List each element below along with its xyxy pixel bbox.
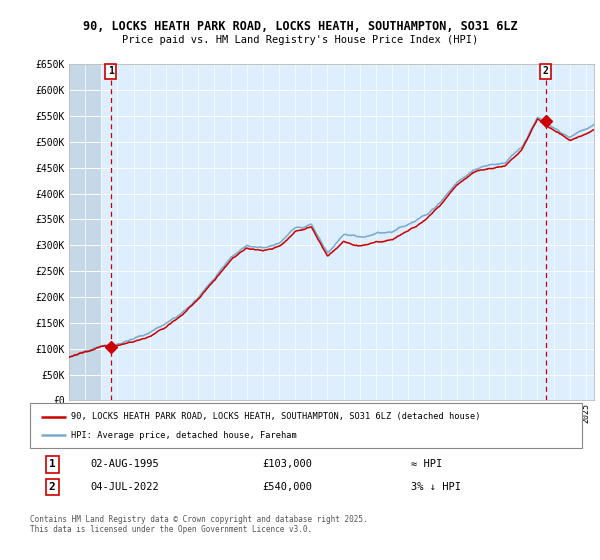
Text: ≈ HPI: ≈ HPI — [411, 459, 442, 469]
Text: 1: 1 — [49, 459, 55, 469]
Text: £540,000: £540,000 — [262, 482, 312, 492]
Text: 2: 2 — [49, 482, 55, 492]
Text: Contains HM Land Registry data © Crown copyright and database right 2025.
This d: Contains HM Land Registry data © Crown c… — [30, 515, 368, 534]
Text: £103,000: £103,000 — [262, 459, 312, 469]
Text: 3% ↓ HPI: 3% ↓ HPI — [411, 482, 461, 492]
Text: 90, LOCKS HEATH PARK ROAD, LOCKS HEATH, SOUTHAMPTON, SO31 6LZ: 90, LOCKS HEATH PARK ROAD, LOCKS HEATH, … — [83, 20, 517, 32]
Text: HPI: Average price, detached house, Fareham: HPI: Average price, detached house, Fare… — [71, 431, 297, 440]
Text: Price paid vs. HM Land Registry's House Price Index (HPI): Price paid vs. HM Land Registry's House … — [122, 35, 478, 45]
Text: 04-JUL-2022: 04-JUL-2022 — [91, 482, 160, 492]
Text: 02-AUG-1995: 02-AUG-1995 — [91, 459, 160, 469]
Text: 1: 1 — [108, 66, 113, 76]
Text: 2: 2 — [542, 66, 548, 76]
Text: 90, LOCKS HEATH PARK ROAD, LOCKS HEATH, SOUTHAMPTON, SO31 6LZ (detached house): 90, LOCKS HEATH PARK ROAD, LOCKS HEATH, … — [71, 412, 481, 421]
